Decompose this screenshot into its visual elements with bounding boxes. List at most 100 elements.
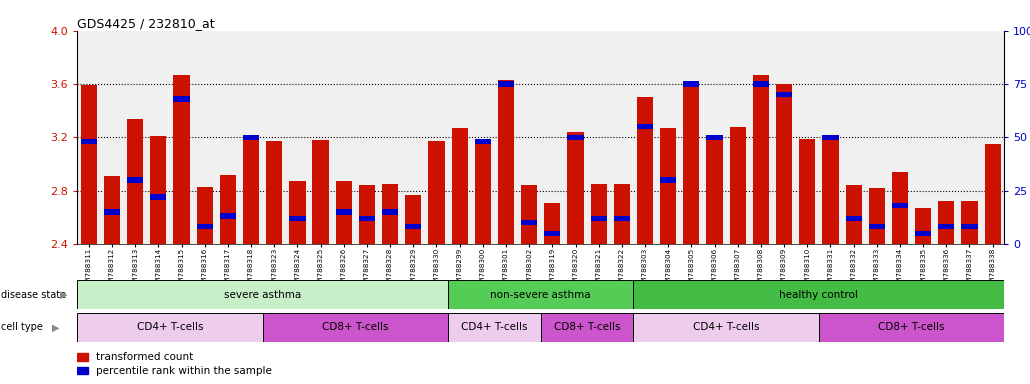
Bar [633,280,1004,309]
Bar [985,144,1001,244]
Bar [683,84,699,244]
Bar [104,209,121,215]
Bar [80,85,97,244]
Bar [77,313,263,342]
Bar [150,136,167,244]
Bar [448,313,541,342]
Bar [541,313,633,342]
Bar [753,74,769,244]
Bar [521,185,538,244]
Bar [660,177,677,182]
Text: non-severe asthma: non-severe asthma [490,290,591,300]
Text: CD4+ T-cells: CD4+ T-cells [693,322,759,333]
Bar [938,224,955,230]
Bar [77,280,448,309]
Text: cell type: cell type [1,322,43,333]
Bar [289,215,306,221]
Text: healthy control: healthy control [780,290,858,300]
Bar [637,124,653,129]
Bar [568,135,584,140]
Bar [382,184,399,244]
Bar [428,141,445,244]
Bar [776,92,792,97]
Text: severe asthma: severe asthma [224,290,301,300]
Bar [263,313,448,342]
Bar [197,224,213,230]
Bar [938,201,955,244]
Bar [892,203,908,208]
Bar [637,97,653,244]
Bar [77,353,88,361]
Text: CD8+ T-cells: CD8+ T-cells [554,322,620,333]
Bar [173,96,190,102]
Bar [77,367,88,374]
Text: transformed count: transformed count [96,352,193,362]
Bar [127,177,143,182]
Bar [633,313,819,342]
Bar [846,185,862,244]
Bar [219,175,236,244]
Bar [289,181,306,244]
Bar [150,194,167,200]
Bar [336,209,352,215]
Bar [846,215,862,221]
Bar [451,128,468,244]
Text: disease state: disease state [1,290,66,300]
Bar [475,139,491,144]
Bar [915,230,931,236]
Bar [614,215,630,221]
Bar [961,201,977,244]
Bar [475,141,491,244]
Bar [819,313,1004,342]
Bar [243,137,260,244]
Bar [590,184,607,244]
Bar [822,135,838,244]
Bar [521,220,538,225]
Bar [80,139,97,144]
Bar [729,127,746,244]
Bar [266,141,282,244]
Bar [358,185,375,244]
Bar [104,176,121,244]
Bar [707,136,723,244]
Bar [544,202,560,244]
Bar [799,139,816,244]
Bar [405,224,421,230]
Bar [868,224,885,230]
Bar [497,80,514,244]
Bar [683,81,699,87]
Bar [497,81,514,87]
Bar [243,135,260,140]
Bar [590,215,607,221]
Bar [961,224,977,230]
Bar [776,84,792,244]
Bar [660,128,677,244]
Bar [405,195,421,244]
Text: CD4+ T-cells: CD4+ T-cells [461,322,527,333]
Bar [544,230,560,236]
Bar [568,132,584,244]
Bar [173,74,190,244]
Text: CD8+ T-cells: CD8+ T-cells [322,322,388,333]
Text: ▶: ▶ [60,290,67,300]
Text: percentile rank within the sample: percentile rank within the sample [96,366,272,376]
Bar [219,214,236,219]
Bar [197,187,213,244]
Text: CD4+ T-cells: CD4+ T-cells [137,322,203,333]
Bar [358,215,375,221]
Bar [614,184,630,244]
Bar [312,140,329,244]
Text: CD8+ T-cells: CD8+ T-cells [879,322,945,333]
Bar [892,172,908,244]
Bar [753,81,769,87]
Bar [822,135,838,140]
Text: GDS4425 / 232810_at: GDS4425 / 232810_at [77,17,215,30]
Bar [127,119,143,244]
Bar [448,280,633,309]
Bar [915,208,931,244]
Text: ▶: ▶ [52,322,59,333]
Bar [382,209,399,215]
Bar [868,188,885,244]
Bar [336,181,352,244]
Bar [707,135,723,140]
